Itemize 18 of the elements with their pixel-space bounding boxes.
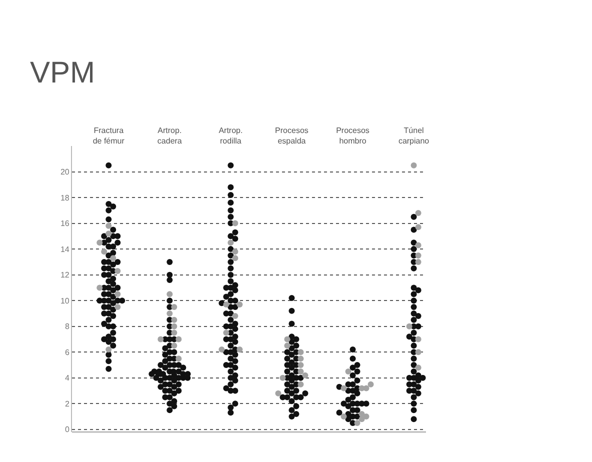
y-tick-label: 10 xyxy=(60,296,70,306)
x-tick-label: Artrop. cadera xyxy=(157,126,182,146)
y-tick-label: 4 xyxy=(64,374,70,383)
x-tick-label: Fractura de fémur xyxy=(92,126,125,146)
y-tick-label: 0 xyxy=(64,425,70,434)
y-tick-label: 8 xyxy=(64,322,70,332)
x-tick-label: Procesos hombro xyxy=(336,126,370,146)
x-tick-label: Procesos espalda xyxy=(275,126,308,146)
y-tick-label: 12 xyxy=(60,270,70,280)
y-tick-label: 20 xyxy=(60,168,70,177)
x-tick-label: Túnel carpiano xyxy=(398,126,430,146)
y-tick-label: 2 xyxy=(64,399,70,408)
y-tick-label: 18 xyxy=(60,193,70,202)
y-tick-label: 16 xyxy=(60,219,70,228)
y-tick-label: 14 xyxy=(60,244,70,254)
chart-title: VPM xyxy=(30,56,96,90)
x-tick-label: Artrop. rodilla xyxy=(218,126,243,146)
y-tick-label: 6 xyxy=(64,348,70,357)
